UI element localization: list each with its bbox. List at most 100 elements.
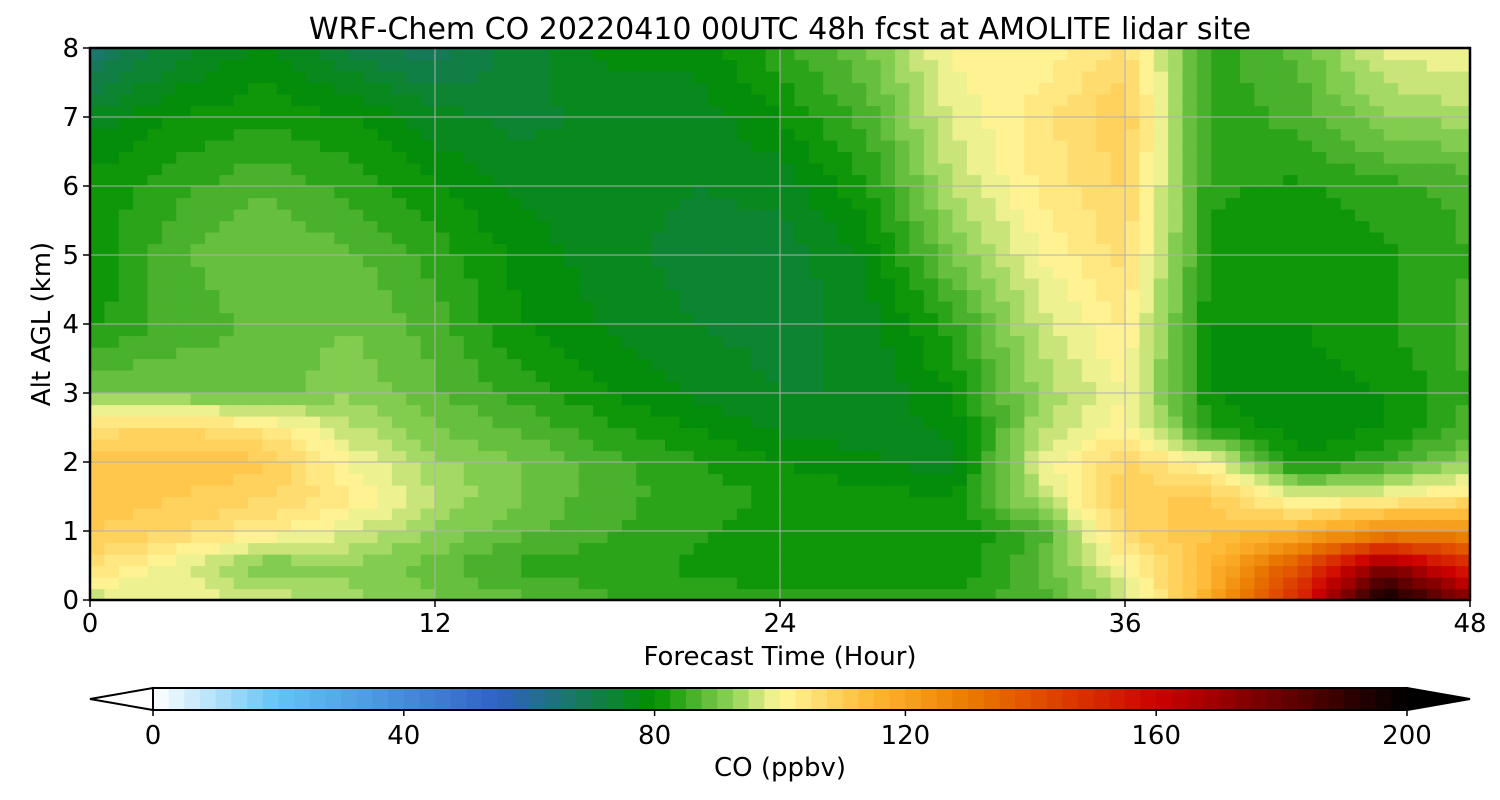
heatmap-cell xyxy=(751,450,767,463)
heatmap-cell xyxy=(1139,439,1155,452)
heatmap-cell xyxy=(736,427,752,440)
heatmap-cell xyxy=(90,347,105,360)
heatmap-cell xyxy=(1053,588,1069,600)
heatmap-cell xyxy=(276,508,292,521)
heatmap-cell xyxy=(621,48,637,61)
heatmap-cell xyxy=(104,577,120,590)
heatmap-cell xyxy=(693,404,709,417)
heatmap-cell xyxy=(636,324,652,337)
heatmap-cell xyxy=(1412,255,1428,268)
heatmap-cell xyxy=(1081,577,1097,590)
heatmap-cell xyxy=(722,94,738,107)
heatmap-cell xyxy=(1211,416,1227,429)
colorbar-segment xyxy=(1156,688,1173,710)
heatmap-cell xyxy=(837,105,853,118)
heatmap-cell xyxy=(1211,577,1227,590)
heatmap-cell xyxy=(1096,163,1112,176)
heatmap-cell xyxy=(1383,416,1399,429)
heatmap-cell xyxy=(1182,393,1198,406)
heatmap-cell xyxy=(463,255,479,268)
heatmap-cell xyxy=(1010,312,1025,325)
heatmap-cell xyxy=(794,416,810,429)
heatmap-cell xyxy=(334,82,350,95)
heatmap-cell xyxy=(1268,381,1284,394)
heatmap-cell xyxy=(1412,197,1428,210)
heatmap-cell xyxy=(679,347,695,360)
heatmap-cell xyxy=(521,496,537,509)
heatmap-cell xyxy=(1067,508,1083,521)
heatmap-cell xyxy=(736,485,752,498)
heatmap-cell xyxy=(650,416,666,429)
heatmap-cell xyxy=(1398,266,1414,279)
heatmap-cell xyxy=(621,554,637,567)
heatmap-cell xyxy=(765,496,781,509)
heatmap-cell xyxy=(506,473,522,486)
y-tick-label: 8 xyxy=(62,34,79,64)
heatmap-cell xyxy=(1369,48,1385,61)
heatmap-cell xyxy=(1369,542,1385,555)
heatmap-cell xyxy=(1081,117,1097,130)
heatmap-cell xyxy=(521,117,537,130)
heatmap-cell xyxy=(1081,404,1097,417)
heatmap-cell xyxy=(708,324,724,337)
heatmap-cell xyxy=(478,450,494,463)
heatmap-cell xyxy=(291,496,307,509)
colorbar-segment xyxy=(1312,688,1330,710)
heatmap-cell xyxy=(837,243,853,256)
heatmap-cell xyxy=(104,542,120,555)
heatmap-cell xyxy=(1067,565,1083,578)
heatmap-cell xyxy=(1225,278,1241,291)
heatmap-cell xyxy=(578,393,594,406)
heatmap-cell xyxy=(1412,266,1428,279)
heatmap-cell xyxy=(506,450,522,463)
heatmap-cell xyxy=(420,565,436,578)
heatmap-cell xyxy=(1225,209,1241,222)
heatmap-cell xyxy=(190,381,206,394)
heatmap-cell xyxy=(780,404,795,417)
heatmap-cell xyxy=(1168,94,1184,107)
heatmap-cell xyxy=(406,450,422,463)
heatmap-cell xyxy=(420,542,436,555)
heatmap-cell xyxy=(808,577,824,590)
heatmap-cell xyxy=(1081,197,1097,210)
heatmap-cell xyxy=(1254,174,1270,187)
heatmap-cell xyxy=(262,358,278,371)
heatmap-cell xyxy=(1182,163,1198,176)
heatmap-cell xyxy=(1053,289,1069,302)
heatmap-cell xyxy=(1096,243,1112,256)
heatmap-cell xyxy=(1024,243,1040,256)
heatmap-cell xyxy=(636,485,652,498)
heatmap-cell xyxy=(1283,496,1299,509)
heatmap-cell xyxy=(248,140,264,153)
heatmap-cell xyxy=(1398,94,1414,107)
heatmap-cell xyxy=(952,174,968,187)
heatmap-cell xyxy=(1326,404,1342,417)
heatmap-cell xyxy=(463,496,479,509)
heatmap-cell xyxy=(1412,186,1428,199)
heatmap-cell xyxy=(981,358,997,371)
colorbar-segment xyxy=(842,688,859,710)
heatmap-cell xyxy=(1024,427,1040,440)
heatmap-cell xyxy=(650,301,666,314)
heatmap-cell xyxy=(851,82,867,95)
heatmap-cell xyxy=(305,427,321,440)
heatmap-cell xyxy=(808,588,824,600)
heatmap-cell xyxy=(161,485,177,498)
heatmap-cell xyxy=(334,324,350,337)
heatmap-cell xyxy=(823,278,839,291)
heatmap-cell xyxy=(578,347,594,360)
heatmap-cell xyxy=(1383,496,1399,509)
colorbar-tick-label: 0 xyxy=(145,721,162,751)
heatmap-cell xyxy=(1024,335,1040,348)
colorbar-segment xyxy=(999,688,1016,710)
heatmap-cell xyxy=(823,427,839,440)
heatmap-cell xyxy=(1211,370,1227,383)
heatmap-cell xyxy=(348,508,364,521)
heatmap-cell xyxy=(219,324,235,337)
heatmap-cell xyxy=(161,381,177,394)
heatmap-cell xyxy=(521,266,537,279)
heatmap-cell xyxy=(578,163,594,176)
heatmap-cell xyxy=(636,358,652,371)
heatmap-cell xyxy=(1196,128,1212,141)
heatmap-cell xyxy=(435,105,450,118)
